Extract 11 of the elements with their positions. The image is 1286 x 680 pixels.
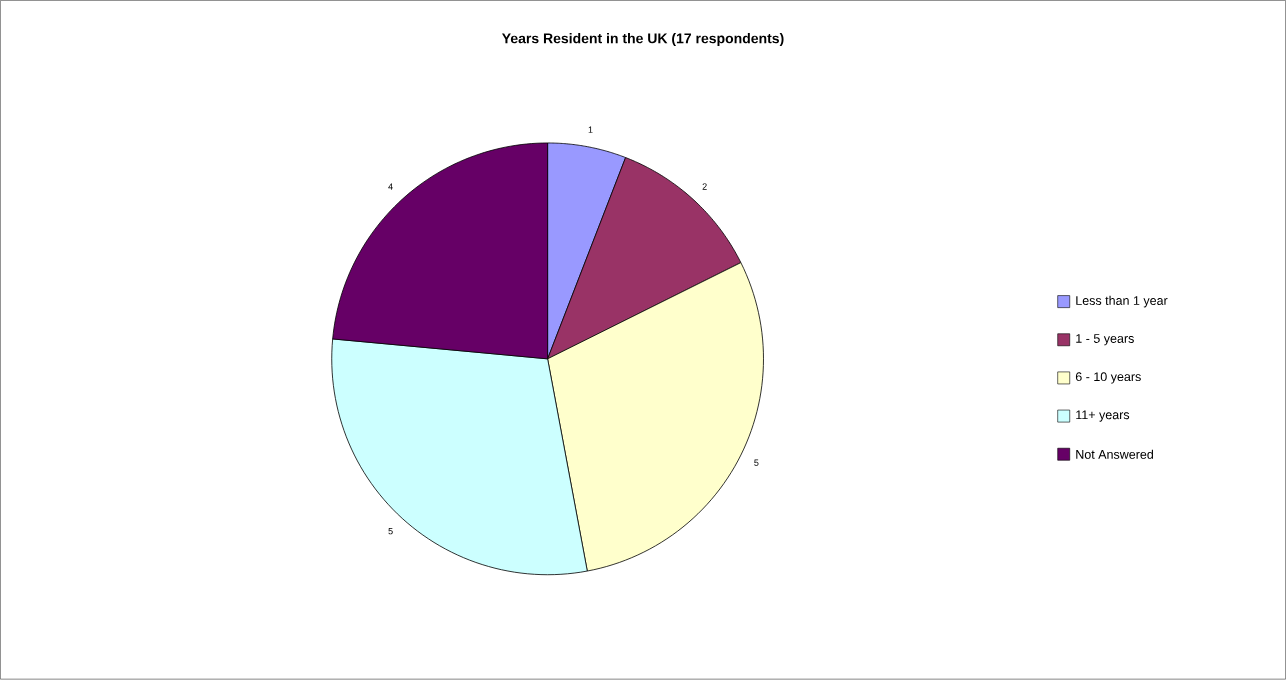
- legend-label: Not Answered: [1076, 449, 1153, 460]
- chart-title: Years Resident in the UK (17 respondents): [502, 33, 784, 47]
- legend-label: Less than 1 year: [1076, 296, 1168, 308]
- data-label: 1: [588, 126, 593, 134]
- legend-label: 6 - 10 years: [1075, 372, 1141, 384]
- data-label: 5: [388, 528, 393, 535]
- legend-label: 1 - 5 years: [1076, 334, 1134, 346]
- data-label: 2: [702, 183, 707, 190]
- data-label: 5: [754, 459, 759, 467]
- legend-label: 11+ years: [1076, 410, 1130, 422]
- data-label: 4: [388, 183, 393, 190]
